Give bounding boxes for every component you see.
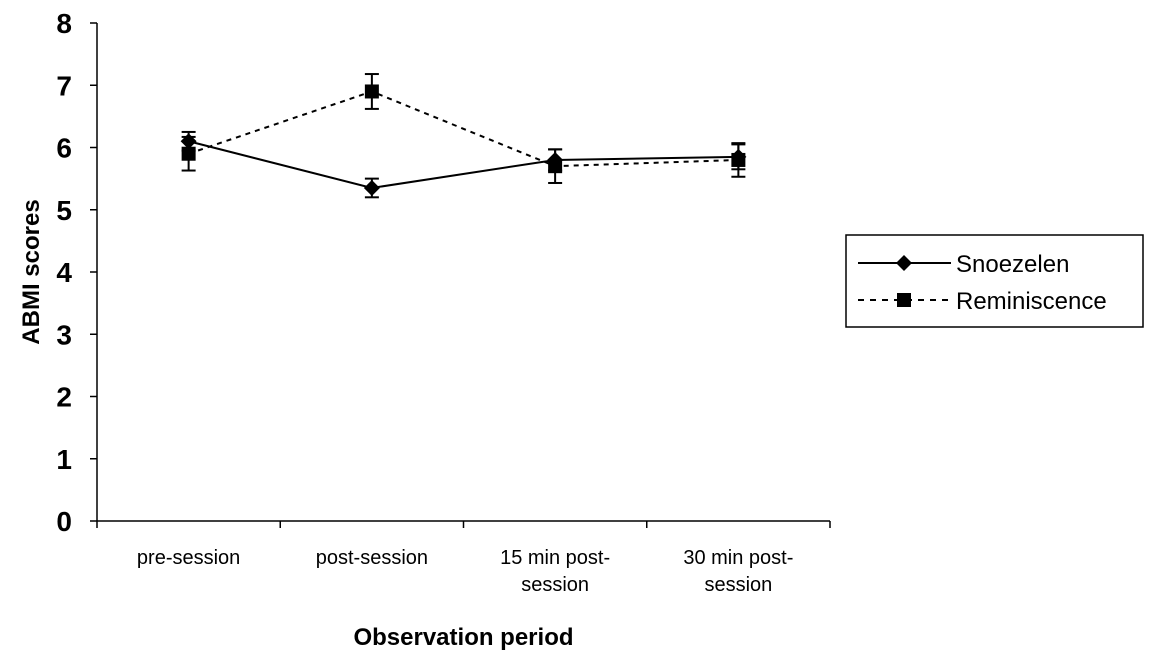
y-tick-label: 6 <box>56 133 72 164</box>
x-axis-title: Observation period <box>353 624 573 651</box>
y-tick-label: 7 <box>56 70 72 101</box>
legend-label: Snoezelen <box>956 251 1069 278</box>
x-tick-label-line: post-session <box>316 547 428 569</box>
series-line <box>188 90 739 168</box>
y-tick-label: 1 <box>56 444 72 475</box>
x-tick-label-line: pre-session <box>137 547 240 569</box>
x-tick-label: 30 min post-session <box>683 547 793 596</box>
y-tick-label: 2 <box>56 382 72 413</box>
x-axis-ticks: pre-session post-session 15 min post-sessi… <box>96 521 831 596</box>
diamond-marker <box>730 148 747 165</box>
series-reminiscence <box>181 73 746 184</box>
y-tick-label: 4 <box>56 257 72 288</box>
diamond-marker <box>180 133 197 150</box>
axes: 0 1 2 3 4 5 6 7 8 pre-session post-session 15 min … <box>56 8 831 596</box>
x-tick-label: post-session <box>316 547 428 569</box>
series-layer <box>180 73 747 199</box>
square-marker <box>364 84 379 99</box>
legend-entry: Reminiscence <box>858 288 1107 315</box>
square-marker <box>897 293 911 307</box>
diamond-marker <box>547 151 564 168</box>
x-tick-label: pre-session <box>137 547 240 569</box>
diamond-marker <box>896 255 912 271</box>
y-axis-title: ABMI scores <box>18 199 45 344</box>
x-tick-label-line: 30 min post- <box>683 547 793 569</box>
legend-label: Reminiscence <box>956 288 1107 315</box>
legend-entry: Snoezelen <box>858 251 1069 278</box>
y-tick-label: 5 <box>56 195 72 226</box>
legend-box <box>845 234 1144 328</box>
x-tick-label: 15 min post-session <box>500 547 610 596</box>
x-tick-label-line: 15 min post- <box>500 547 610 569</box>
y-tick-label: 8 <box>56 8 72 39</box>
series-snoezelen <box>180 130 747 199</box>
x-tick-label-line: session <box>704 574 772 596</box>
x-tick-label-line: session <box>521 574 589 596</box>
y-tick-label: 3 <box>56 319 72 350</box>
legend: Snoezelen Reminiscence <box>845 234 1144 328</box>
diamond-marker <box>363 179 380 196</box>
series-line <box>188 140 739 189</box>
y-axis-ticks: 0 1 2 3 4 5 6 7 8 <box>56 8 97 537</box>
y-tick-label: 0 <box>56 506 72 537</box>
